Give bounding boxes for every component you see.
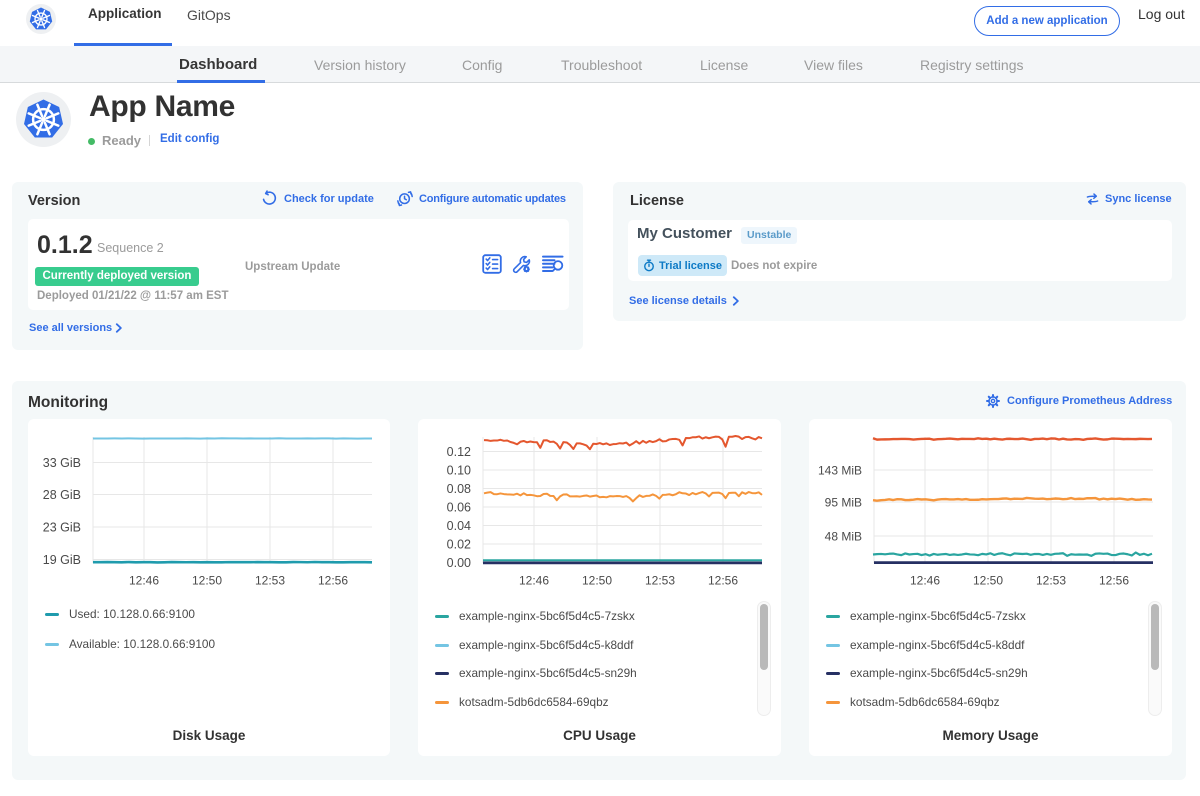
svg-text:12:50: 12:50	[192, 574, 222, 588]
svg-text:0.02: 0.02	[447, 537, 471, 551]
svg-text:28 GiB: 28 GiB	[43, 488, 81, 502]
svg-text:12:53: 12:53	[1036, 574, 1066, 588]
svg-text:12:46: 12:46	[519, 574, 549, 588]
svg-text:12:53: 12:53	[255, 574, 285, 588]
svg-text:0.12: 0.12	[447, 445, 471, 459]
svg-text:12:46: 12:46	[129, 574, 159, 588]
svg-text:12:56: 12:56	[1099, 574, 1129, 588]
svg-text:0.00: 0.00	[447, 556, 471, 570]
svg-text:19 GiB: 19 GiB	[43, 553, 81, 567]
svg-text:0.08: 0.08	[447, 482, 471, 496]
svg-text:12:53: 12:53	[645, 574, 675, 588]
svg-text:23 GiB: 23 GiB	[43, 520, 81, 534]
svg-text:95 MiB: 95 MiB	[825, 495, 862, 509]
svg-text:0.04: 0.04	[447, 519, 471, 533]
svg-text:12:56: 12:56	[708, 574, 738, 588]
svg-text:12:46: 12:46	[910, 574, 940, 588]
svg-text:0.10: 0.10	[447, 463, 471, 477]
svg-text:12:50: 12:50	[582, 574, 612, 588]
svg-text:143 MiB: 143 MiB	[818, 463, 862, 477]
svg-text:12:50: 12:50	[973, 574, 1003, 588]
svg-text:48 MiB: 48 MiB	[825, 529, 862, 543]
svg-text:33 GiB: 33 GiB	[43, 456, 81, 470]
svg-text:0.06: 0.06	[447, 500, 471, 514]
svg-text:12:56: 12:56	[318, 574, 348, 588]
